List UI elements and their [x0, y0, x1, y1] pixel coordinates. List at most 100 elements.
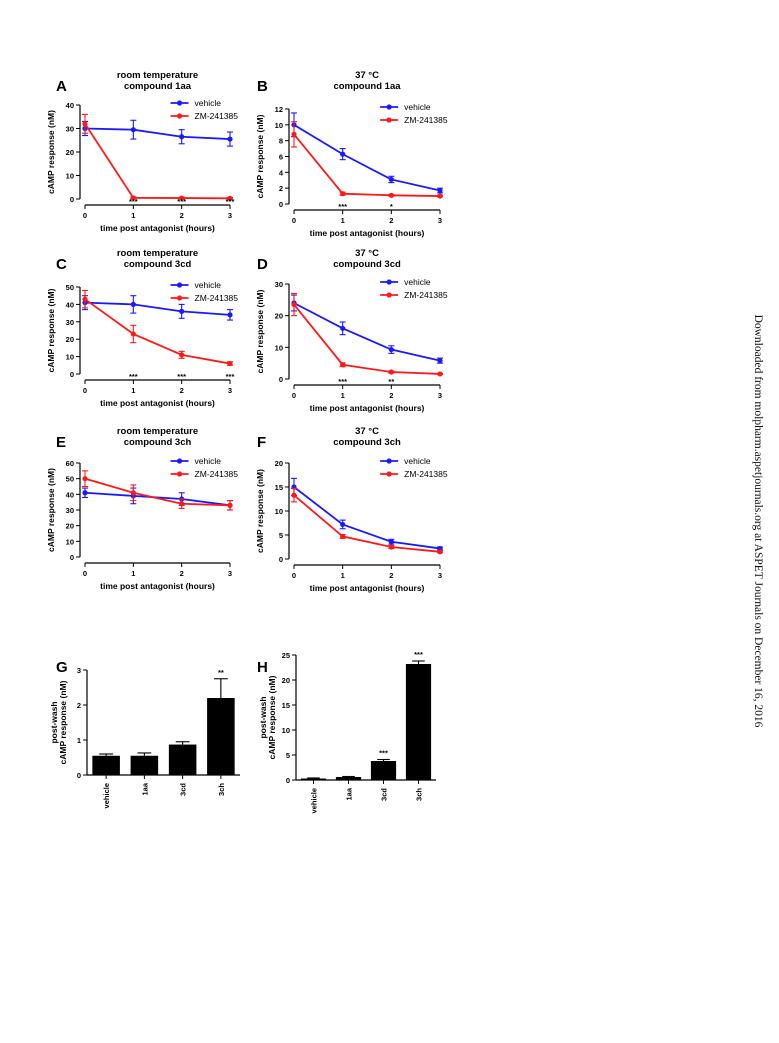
y-tick-label: 0: [77, 771, 81, 780]
x-tick-label: 1: [131, 386, 135, 395]
x-tick-label: 0: [83, 211, 87, 220]
y-tick-label: 10: [66, 537, 74, 546]
significance-label: ***: [414, 650, 423, 659]
y-tick-label: 20: [66, 522, 74, 531]
data-point: [388, 346, 394, 353]
data-point: [340, 191, 346, 197]
x-tick-label: 3cd: [179, 783, 188, 796]
legend-entry: vehicle: [170, 98, 222, 108]
x-tick-label: 3: [438, 571, 442, 580]
data-point: [82, 490, 88, 496]
data-point: [388, 176, 394, 183]
y-tick-label: 6: [279, 153, 283, 162]
y-tick-label: 40: [66, 490, 74, 499]
legend-label: ZM-241385: [404, 115, 448, 125]
y-axis-label: post-wash: [258, 696, 268, 738]
legend-label: vehicle: [404, 277, 431, 287]
y-axis-label: cAMP response (nM): [58, 680, 68, 764]
panel-letter: H: [257, 659, 268, 676]
significance-label: ***: [379, 749, 388, 758]
x-tick-label: 3: [438, 216, 442, 225]
y-axis-label: cAMP response (nM): [255, 469, 265, 553]
x-tick-label: 0: [83, 386, 87, 395]
bar: [168, 744, 197, 775]
data-point: [179, 501, 185, 507]
series-zm-241385: [82, 113, 233, 201]
chart-title: compound 1aa: [333, 81, 401, 92]
legend-entry: vehicle: [380, 277, 431, 287]
panel-g: G 0 1 2 3 post-wash cAMP response (nM) vehicle 1…: [49, 659, 240, 808]
x-tick-label: vehicle: [102, 783, 111, 808]
data-point: [340, 325, 346, 331]
chart-title: compound 3ch: [333, 437, 401, 448]
y-axis-label: cAMP response (nM): [46, 288, 56, 372]
chart-title: room temperature: [117, 248, 198, 259]
series-vehicle: [82, 119, 233, 147]
panel-h: H 0 5 10 15 20 25 post-wash cAMP response (nM) ve…: [257, 650, 436, 813]
legend-entry: vehicle: [380, 456, 431, 466]
data-point: [291, 301, 297, 308]
legend-entry: ZM-241385: [380, 290, 448, 300]
legend-swatch-point: [386, 279, 392, 285]
data-point: [227, 502, 233, 508]
y-axis-label: post-wash: [49, 701, 59, 743]
legend-entry: ZM-241385: [170, 469, 239, 479]
y-tick-label: 20: [66, 335, 74, 344]
panel-letter: A: [56, 78, 67, 95]
y-tick-label: 0: [70, 553, 74, 562]
y-tick-label: 20: [275, 312, 283, 321]
bar: [130, 755, 159, 775]
panel-letter: C: [56, 256, 67, 273]
legend-label: ZM-241385: [195, 293, 239, 303]
data-point: [388, 192, 394, 198]
y-tick-label: 15: [282, 701, 290, 710]
series-zm-241385: [291, 292, 443, 377]
y-tick-label: 8: [279, 137, 283, 146]
y-tick-label: 0: [279, 555, 283, 564]
x-tick-label: 0: [292, 391, 296, 400]
x-tick-label: 1: [341, 216, 345, 225]
bar: [370, 761, 397, 780]
data-point: [130, 301, 136, 307]
x-tick-label: 1: [131, 569, 135, 578]
y-axis-label: cAMP response (nM): [46, 110, 56, 194]
panel-letter: F: [257, 434, 266, 451]
data-point: [179, 134, 185, 140]
y-tick-label: 10: [275, 343, 283, 352]
data-point: [82, 121, 88, 127]
significance-label: **: [218, 668, 224, 677]
data-point: [82, 476, 88, 482]
legend-label: vehicle: [404, 102, 431, 112]
data-point: [227, 312, 233, 318]
data-point: [340, 151, 346, 157]
legend-swatch-point: [176, 471, 183, 477]
x-tick-label: 1aa: [140, 782, 149, 795]
significance-label: ***: [129, 372, 138, 381]
x-tick-label: 1: [341, 391, 345, 400]
data-point: [437, 549, 443, 555]
data-point: [291, 492, 297, 498]
bar: [92, 755, 120, 775]
chart-title: compound 3ch: [124, 437, 192, 448]
chart-title: compound 1aa: [124, 81, 192, 92]
series-line: [293, 304, 441, 375]
data-point: [227, 360, 233, 367]
legend-label: ZM-241385: [195, 469, 239, 479]
y-tick-label: 40: [66, 300, 74, 309]
bar: [335, 777, 362, 780]
legend-swatch-point: [386, 471, 392, 477]
chart-title: room temperature: [117, 426, 198, 437]
legend-label: vehicle: [195, 98, 222, 108]
x-tick-label: vehicle: [310, 788, 319, 813]
legend-swatch-point: [386, 458, 392, 464]
legend-entry: ZM-241385: [170, 293, 239, 303]
y-tick-label: 4: [279, 168, 284, 177]
significance-label: ***: [177, 197, 186, 206]
series-zm-241385: [291, 487, 443, 555]
data-point: [130, 331, 136, 337]
bar: [207, 698, 235, 775]
y-tick-label: 20: [275, 459, 283, 468]
chart-title: compound 3cd: [333, 259, 401, 270]
